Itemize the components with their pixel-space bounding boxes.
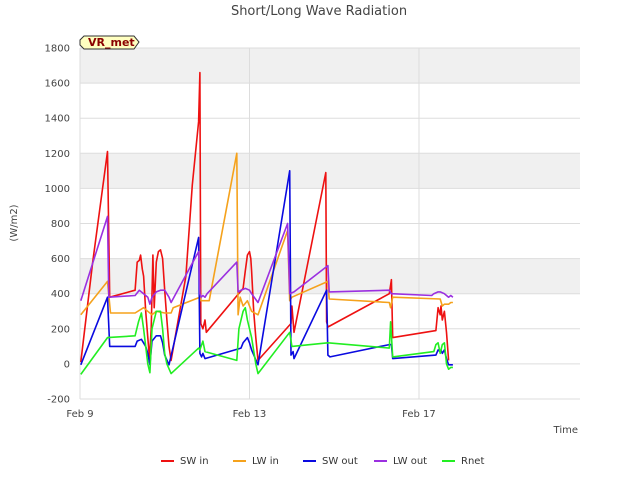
legend-label-rnet: Rnet (461, 456, 484, 467)
y-tick-label: 1800 (45, 44, 70, 55)
x-axis-title: Time (553, 425, 578, 436)
station-badge-label: VR_met (88, 36, 135, 49)
y-tick-label: 1400 (45, 114, 70, 125)
legend-label-sw-in: SW in (180, 456, 209, 467)
shaded-band-2 (80, 48, 580, 84)
y-tick-label: 0 (64, 359, 70, 370)
y-tick-label: 400 (51, 289, 70, 300)
legend: SW in LW in SW out LW out Rnet (161, 456, 484, 467)
legend-label-sw-out: SW out (322, 456, 358, 467)
legend-label-lw-in: LW in (252, 456, 279, 467)
station-badge: VR_met (79, 35, 140, 50)
x-tick-label: Feb 9 (66, 409, 93, 420)
series-line-rnet (80, 306, 453, 375)
y-tick-label: 1600 (45, 79, 70, 90)
y-axis: -200 0 200 400 600 800 1000 1200 1400 1600 1800 (45, 44, 70, 406)
y-tick-label: 1200 (45, 149, 70, 160)
series-lines (80, 71, 454, 375)
y-tick-label: 800 (51, 219, 70, 230)
chart-title: Short/Long Wave Radiation (231, 4, 407, 19)
series-line-lw-in (80, 152, 453, 316)
gridlines (79, 47, 580, 400)
series-line-lw-out (80, 215, 454, 306)
x-tick-label: Feb 13 (233, 409, 267, 420)
shaded-band-1 (80, 153, 580, 189)
y-axis-title: (W/m2) (9, 204, 20, 241)
y-tick-label: 600 (51, 254, 70, 265)
y-tick-label: 200 (51, 324, 70, 335)
y-tick-label: 1000 (45, 184, 70, 195)
series-line-sw-out (80, 170, 453, 366)
legend-label-lw-out: LW out (393, 456, 427, 467)
y-tick-label: -200 (47, 395, 70, 406)
x-axis: Feb 9 Feb 13 Feb 17 (66, 409, 435, 420)
x-tick-label: Feb 17 (402, 409, 436, 420)
